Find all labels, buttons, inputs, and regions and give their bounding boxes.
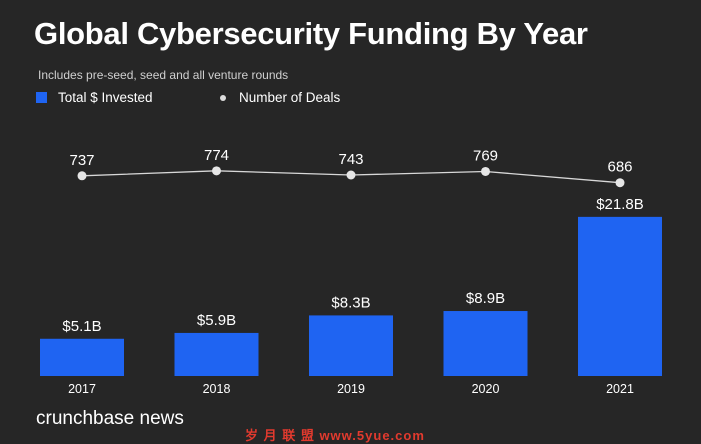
deal-value-label-2021: 686 [607, 159, 632, 176]
brand-logo-text: crunchbase news [36, 408, 184, 429]
chart-subtitle: Includes pre-seed, seed and all venture … [38, 68, 289, 82]
watermark: 岁 月 联 盟 www.5yue.com [245, 428, 425, 443]
bar-2021 [578, 216, 662, 376]
bar-value-label-2018: $5.9B [197, 312, 236, 329]
bar-value-label-2017: $5.1B [62, 318, 101, 335]
legend-bar-swatch-icon [36, 92, 47, 103]
deal-value-label-2020: 769 [473, 147, 498, 164]
deal-value-label-2017: 737 [69, 152, 94, 169]
x-tick-label-2020: 2020 [472, 382, 500, 396]
deal-point-2020 [481, 166, 490, 176]
deal-point-2018 [212, 166, 221, 176]
bar-2020 [443, 311, 528, 376]
x-tick-label-2021: 2021 [606, 382, 634, 396]
x-tick-label-2017: 2017 [68, 382, 96, 396]
legend-label-deals: Number of Deals [239, 90, 341, 105]
legend-item-invested: Total $ Invested [36, 90, 153, 105]
bar-2019 [309, 315, 393, 376]
bar-value-label-2020: $8.9B [466, 290, 505, 307]
bar-value-label-2021: $21.8B [596, 196, 644, 213]
legend-dot-icon [217, 92, 228, 103]
chart-title: Global Cybersecurity Funding By Year [34, 16, 588, 51]
deal-value-label-2019: 743 [338, 151, 363, 168]
bar-value-label-2019: $8.3B [331, 294, 370, 311]
deal-point-2019 [346, 170, 356, 180]
bar-2017 [40, 338, 124, 376]
bar-2018 [174, 332, 259, 376]
legend-item-deals: Number of Deals [217, 90, 340, 105]
x-tick-label-2018: 2018 [203, 382, 231, 396]
x-tick-label-2019: 2019 [337, 382, 365, 396]
deal-point-2017 [77, 171, 87, 181]
legend-label-invested: Total $ Invested [58, 90, 153, 105]
deal-point-2021 [615, 178, 625, 188]
deal-value-label-2018: 774 [204, 147, 229, 164]
